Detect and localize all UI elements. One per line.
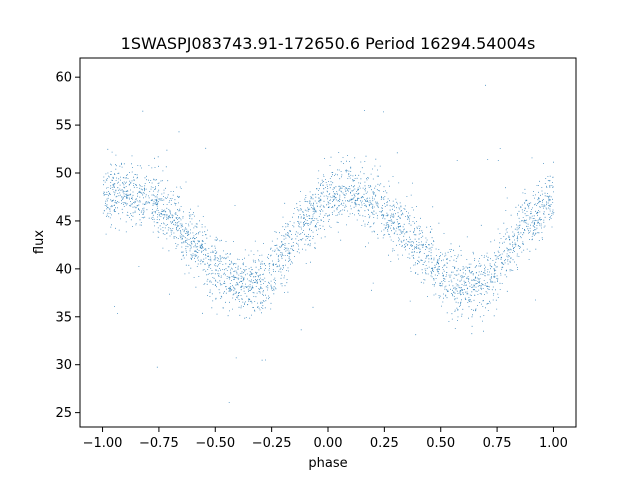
x-tick-label: 1.00 <box>539 436 568 451</box>
y-axis-label: flux <box>32 230 47 254</box>
x-tick-label: −0.50 <box>195 436 235 451</box>
y-tick-label: 30 <box>55 358 72 373</box>
y-tick-label: 50 <box>55 167 72 182</box>
y-tick-label: 35 <box>55 310 72 325</box>
y-tick-label: 60 <box>55 71 72 86</box>
x-axis-ticks: −1.00 −0.75 −0.50 −0.25 0.00 0.25 0.50 0.75 1.00 <box>83 427 568 451</box>
y-tick-label: 55 <box>55 119 72 134</box>
y-tick-label: 45 <box>55 214 72 229</box>
y-axis-ticks: 25 30 35 40 45 50 55 60 <box>55 71 80 421</box>
x-tick-label: −1.00 <box>83 436 123 451</box>
x-tick-label: 0.00 <box>314 436 343 451</box>
plot-frame <box>79 57 577 428</box>
y-tick-label: 25 <box>55 406 72 421</box>
x-tick-label: 0.25 <box>370 436 399 451</box>
x-tick-label: 0.50 <box>426 436 455 451</box>
x-tick-label: −0.25 <box>252 436 292 451</box>
chart-title: 1SWASPJ083743.91-172650.6 Period 16294.5… <box>121 34 536 53</box>
x-axis-label: phase <box>308 456 347 471</box>
y-tick-label: 40 <box>55 262 72 277</box>
x-tick-label: −0.75 <box>139 436 179 451</box>
x-tick-label: 0.75 <box>483 436 512 451</box>
